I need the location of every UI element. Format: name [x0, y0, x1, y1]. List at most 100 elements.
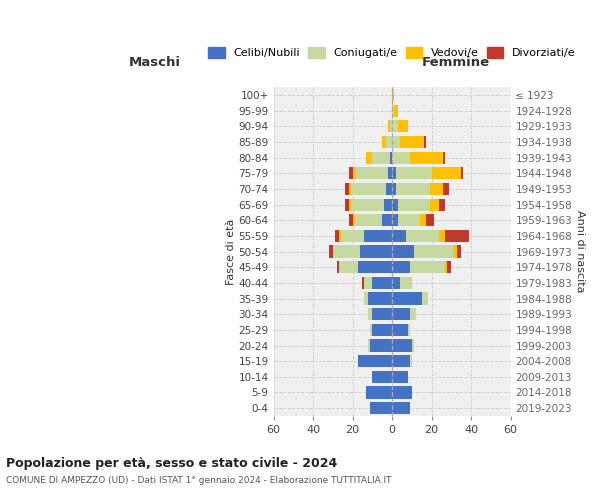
Bar: [382, 136, 386, 148]
Bar: [448, 261, 451, 274]
Text: Maschi: Maschi: [129, 56, 181, 69]
Bar: [392, 152, 410, 164]
Bar: [406, 230, 439, 242]
Bar: [390, 120, 392, 132]
Bar: [424, 136, 425, 148]
Bar: [461, 167, 463, 179]
Bar: [367, 152, 372, 164]
Bar: [392, 167, 396, 179]
Bar: [368, 340, 370, 351]
Bar: [364, 277, 372, 289]
Bar: [445, 261, 448, 274]
Bar: [388, 167, 392, 179]
Bar: [372, 324, 392, 336]
Bar: [392, 230, 406, 242]
Bar: [443, 183, 449, 195]
Y-axis label: Fasce di età: Fasce di età: [226, 218, 236, 285]
Bar: [400, 277, 412, 289]
Bar: [414, 246, 454, 258]
Bar: [392, 246, 414, 258]
Bar: [400, 136, 424, 148]
Bar: [396, 167, 431, 179]
Bar: [372, 308, 392, 320]
Bar: [392, 292, 422, 304]
Bar: [388, 120, 390, 132]
Bar: [392, 261, 410, 274]
Bar: [390, 152, 392, 164]
Bar: [439, 230, 445, 242]
Bar: [337, 261, 339, 274]
Bar: [420, 214, 425, 226]
Bar: [344, 198, 349, 210]
Bar: [349, 214, 353, 226]
Bar: [457, 246, 461, 258]
Bar: [392, 183, 396, 195]
Bar: [392, 214, 398, 226]
Bar: [454, 246, 457, 258]
Bar: [367, 386, 392, 398]
Bar: [430, 198, 439, 210]
Bar: [396, 183, 430, 195]
Bar: [392, 402, 410, 414]
Bar: [344, 183, 349, 195]
Bar: [445, 230, 469, 242]
Bar: [349, 167, 353, 179]
Bar: [392, 324, 408, 336]
Bar: [392, 89, 394, 101]
Y-axis label: Anni di nascita: Anni di nascita: [575, 210, 585, 293]
Bar: [386, 136, 392, 148]
Bar: [364, 292, 368, 304]
Bar: [339, 230, 341, 242]
Bar: [431, 167, 461, 179]
Text: COMUNE DI AMPEZZO (UD) - Dati ISTAT 1° gennaio 2024 - Elaborazione TUTTITALIA.IT: COMUNE DI AMPEZZO (UD) - Dati ISTAT 1° g…: [6, 476, 392, 485]
Bar: [392, 355, 410, 368]
Bar: [358, 261, 392, 274]
Bar: [443, 152, 445, 164]
Bar: [392, 104, 394, 117]
Bar: [353, 214, 355, 226]
Bar: [392, 198, 398, 210]
Bar: [408, 324, 410, 336]
Bar: [410, 261, 445, 274]
Bar: [370, 402, 392, 414]
Bar: [370, 324, 372, 336]
Bar: [398, 198, 430, 210]
Bar: [392, 370, 408, 383]
Bar: [350, 183, 386, 195]
Bar: [412, 340, 414, 351]
Bar: [372, 277, 392, 289]
Bar: [392, 120, 398, 132]
Bar: [422, 292, 428, 304]
Bar: [335, 230, 339, 242]
Bar: [349, 198, 350, 210]
Bar: [382, 214, 392, 226]
Bar: [353, 167, 356, 179]
Text: Femmine: Femmine: [422, 56, 490, 69]
Bar: [386, 183, 392, 195]
Bar: [362, 277, 364, 289]
Bar: [392, 277, 400, 289]
Bar: [410, 308, 416, 320]
Bar: [341, 230, 364, 242]
Bar: [392, 340, 412, 351]
Bar: [430, 183, 443, 195]
Text: Popolazione per età, sesso e stato civile - 2024: Popolazione per età, sesso e stato civil…: [6, 458, 337, 470]
Bar: [329, 246, 333, 258]
Bar: [339, 261, 358, 274]
Bar: [398, 214, 420, 226]
Bar: [333, 246, 361, 258]
Bar: [356, 167, 388, 179]
Bar: [425, 214, 434, 226]
Bar: [394, 104, 398, 117]
Bar: [361, 246, 392, 258]
Bar: [349, 183, 350, 195]
Bar: [364, 230, 392, 242]
Bar: [372, 370, 392, 383]
Legend: Celibi/Nubili, Coniugati/e, Vedovi/e, Divorziati/e: Celibi/Nubili, Coniugati/e, Vedovi/e, Di…: [205, 44, 579, 62]
Bar: [368, 292, 392, 304]
Bar: [392, 308, 410, 320]
Bar: [358, 355, 392, 368]
Bar: [384, 198, 392, 210]
Bar: [368, 308, 372, 320]
Bar: [398, 120, 408, 132]
